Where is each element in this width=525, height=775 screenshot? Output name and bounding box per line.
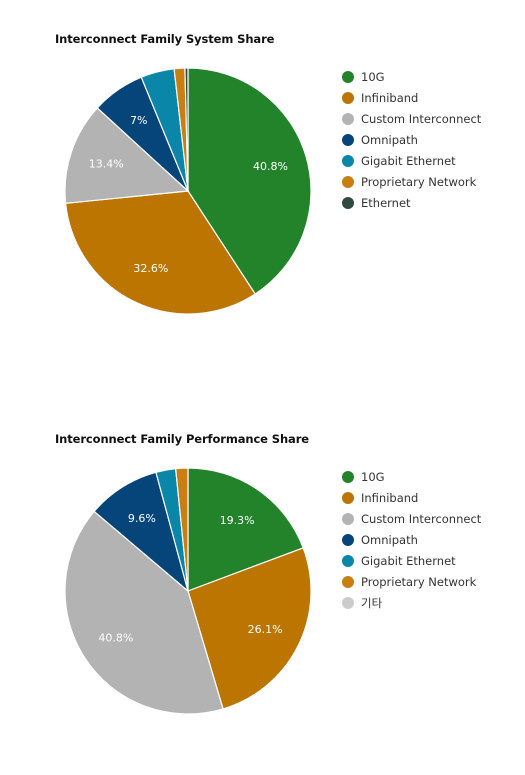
legend-swatch (342, 533, 354, 546)
legend-item-custom-interconnect[interactable]: Custom Interconnect (342, 108, 481, 129)
legend-label: Gigabit Ethernet (361, 153, 456, 168)
legend-label: Infiniband (361, 90, 419, 105)
legend-item-omnipath[interactable]: Omnipath (342, 129, 481, 150)
legend-item-10g[interactable]: 10G (342, 66, 481, 87)
legend-label: Omnipath (361, 532, 418, 547)
pie-slice-custom-interconnect[interactable] (64, 510, 224, 715)
system-share-title: Interconnect Family System Share (55, 32, 275, 46)
legend-label: Gigabit Ethernet (361, 553, 456, 568)
legend-swatch (342, 133, 354, 146)
performance-share-pie: 19.3% 26.1% 40.8% 9.6% (64, 467, 312, 715)
slice-value-label: 13.4% (89, 157, 124, 170)
system-share-pie: 40.8% 32.6% 13.4% 7% (64, 67, 312, 315)
legend-label: Ethernet (361, 195, 411, 210)
legend-swatch (342, 175, 354, 188)
system-share-legend: 10G Infiniband Custom Interconnect Omnip… (342, 66, 481, 213)
legend-item-other[interactable]: 기타 (342, 592, 481, 613)
pie-slice-custom-interconnect[interactable] (64, 107, 190, 204)
pie-slice-10g[interactable] (187, 467, 304, 592)
system-share-chart: 40.8% 32.6% 13.4% 7% Interconnect Family Sy… (0, 0, 525, 375)
pie-slice-ethernet[interactable] (184, 67, 189, 192)
legend-item-ethernet[interactable]: Ethernet (342, 192, 481, 213)
legend-item-infiniband[interactable]: Infiniband (342, 487, 481, 508)
slice-value-label: 26.1% (248, 623, 283, 636)
pie-slice-proprietary-network[interactable] (175, 467, 189, 592)
slice-value-label: 40.8% (253, 160, 288, 173)
legend-swatch (342, 596, 354, 609)
legend-label: Infiniband (361, 490, 419, 505)
legend-item-custom-interconnect[interactable]: Custom Interconnect (342, 508, 481, 529)
legend-label: 기타 (361, 595, 383, 610)
pie-slice-infiniband[interactable] (64, 190, 257, 315)
legend-item-10g[interactable]: 10G (342, 466, 481, 487)
legend-label: 10G (361, 469, 385, 484)
legend-swatch (342, 91, 354, 104)
legend-label: 10G (361, 69, 385, 84)
performance-share-legend: 10G Infiniband Custom Interconnect Omnip… (342, 466, 481, 613)
legend-item-proprietary-network[interactable]: Proprietary Network (342, 571, 481, 592)
performance-share-chart: 19.3% 26.1% 40.8% 9.6% Interconnect Family … (0, 400, 525, 775)
legend-swatch (342, 196, 354, 209)
legend-swatch (342, 554, 354, 567)
legend-label: Custom Interconnect (361, 111, 482, 126)
legend-item-infiniband[interactable]: Infiniband (342, 87, 481, 108)
legend-item-proprietary-network[interactable]: Proprietary Network (342, 171, 481, 192)
legend-label: Custom Interconnect (361, 511, 482, 526)
legend-swatch (342, 154, 354, 167)
legend-swatch (342, 112, 354, 125)
legend-label: Proprietary Network (361, 574, 477, 589)
legend-item-omnipath[interactable]: Omnipath (342, 529, 481, 550)
legend-swatch (342, 470, 354, 483)
legend-label: Omnipath (361, 132, 418, 147)
legend-swatch (342, 575, 354, 588)
legend-item-gigabit-ethernet[interactable]: Gigabit Ethernet (342, 150, 481, 171)
slice-value-label: 40.8% (98, 632, 133, 645)
slice-value-label: 9.6% (128, 512, 156, 525)
legend-label: Proprietary Network (361, 174, 477, 189)
slice-value-label: 7% (130, 114, 147, 127)
legend-swatch (342, 491, 354, 504)
slice-value-label: 19.3% (220, 514, 255, 527)
performance-share-title: Interconnect Family Performance Share (55, 432, 309, 446)
legend-swatch (342, 70, 354, 83)
legend-item-gigabit-ethernet[interactable]: Gigabit Ethernet (342, 550, 481, 571)
pie-slice-omnipath[interactable] (93, 471, 190, 593)
slice-value-label: 32.6% (133, 262, 168, 275)
legend-swatch (342, 512, 354, 525)
pie-slice-infiniband[interactable] (187, 547, 312, 710)
